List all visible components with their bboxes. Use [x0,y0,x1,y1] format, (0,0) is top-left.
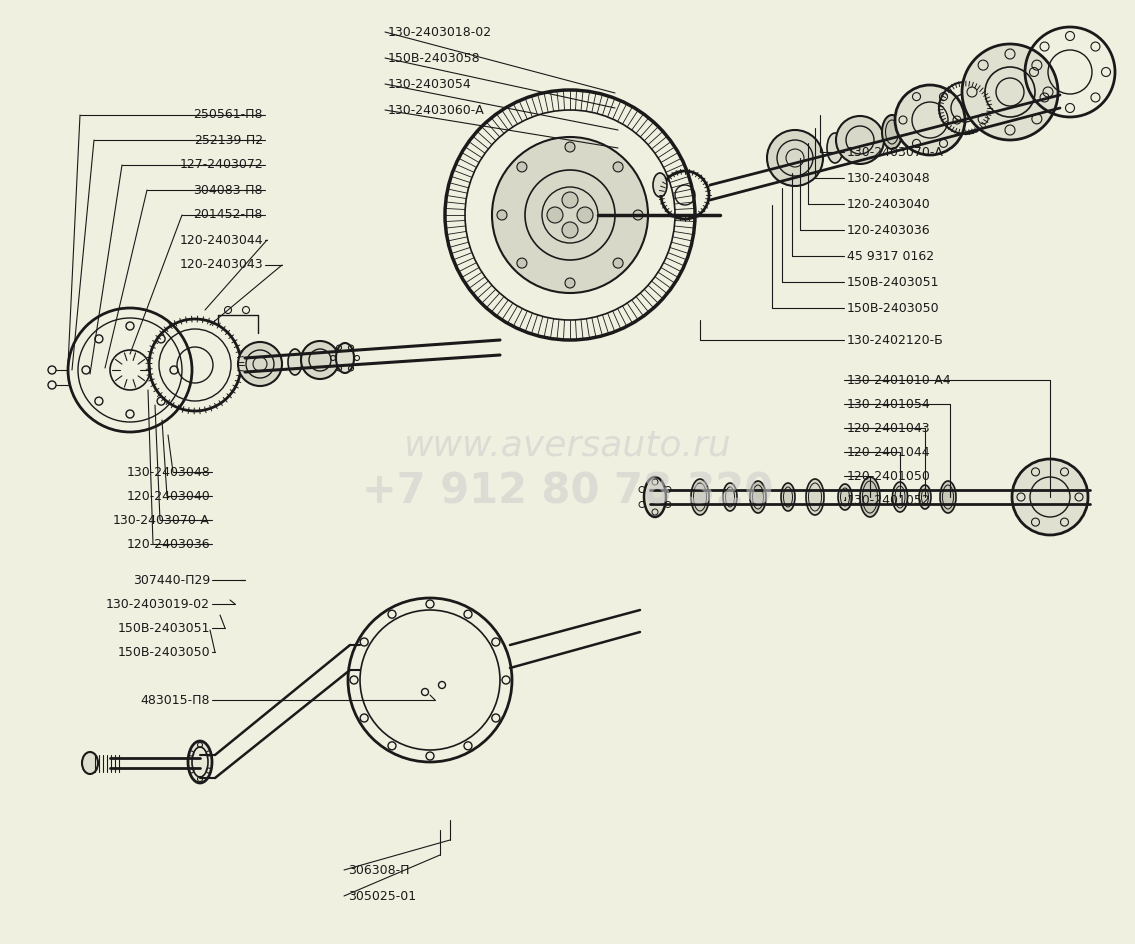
Circle shape [516,258,527,268]
Ellipse shape [919,485,931,509]
Circle shape [565,278,575,288]
Ellipse shape [750,481,766,513]
Ellipse shape [691,479,709,515]
Text: 130-2403018-02: 130-2403018-02 [388,25,493,39]
Circle shape [613,258,623,268]
Ellipse shape [188,741,212,783]
Ellipse shape [781,483,794,511]
Ellipse shape [806,479,824,515]
Text: 120-2403040: 120-2403040 [847,197,931,211]
Circle shape [836,116,884,164]
Text: 45 9317 0162: 45 9317 0162 [847,249,934,262]
Text: 150В-2403058: 150В-2403058 [388,52,480,64]
Text: 120-2401044: 120-2401044 [847,446,931,459]
Circle shape [767,130,823,186]
Ellipse shape [892,482,908,512]
Circle shape [613,162,623,172]
Text: 127-2403072: 127-2403072 [179,159,263,172]
Ellipse shape [288,349,302,375]
Text: 130-2403048: 130-2403048 [126,465,210,479]
Text: 130-2403048: 130-2403048 [847,172,931,184]
Circle shape [1012,459,1088,535]
Circle shape [238,342,281,386]
Text: 307440-П29: 307440-П29 [133,574,210,586]
Text: 120-2403040: 120-2403040 [126,490,210,502]
Text: 252139-П2: 252139-П2 [194,133,263,146]
Text: 150В-2403050: 150В-2403050 [117,646,210,659]
Circle shape [547,207,563,223]
Text: 130-2403060-А: 130-2403060-А [388,104,485,116]
Text: 130-2403054: 130-2403054 [388,77,472,91]
Text: 120-2403043: 120-2403043 [179,259,263,272]
Text: 130-2403019-02: 130-2403019-02 [106,598,210,611]
Text: +7 912 80 78 320: +7 912 80 78 320 [362,471,774,513]
Text: 120-2403036: 120-2403036 [126,537,210,550]
Circle shape [301,341,339,379]
Text: 120-2403044: 120-2403044 [179,233,263,246]
Ellipse shape [653,173,667,197]
Circle shape [896,85,965,155]
Text: 305025-01: 305025-01 [348,889,417,902]
Ellipse shape [940,481,956,513]
Text: 120-2403036: 120-2403036 [847,224,931,237]
Ellipse shape [336,343,354,373]
Text: 250561-П8: 250561-П8 [193,109,263,122]
Ellipse shape [860,477,880,517]
Ellipse shape [82,752,98,774]
Circle shape [562,192,578,208]
Circle shape [491,137,648,293]
Circle shape [577,207,592,223]
Text: 130-2403070-А: 130-2403070-А [114,514,210,527]
Ellipse shape [882,115,902,149]
Text: 150В-2403051: 150В-2403051 [847,276,940,289]
Text: 304083-П8: 304083-П8 [193,183,263,196]
Text: 120-2401050: 120-2401050 [847,469,931,482]
Circle shape [497,210,507,220]
Circle shape [565,142,575,152]
Text: 483015-П8: 483015-П8 [141,694,210,706]
Text: www.aversauto.ru: www.aversauto.ru [404,428,732,462]
Circle shape [633,210,644,220]
Text: 201452-П8: 201452-П8 [194,209,263,222]
Circle shape [516,162,527,172]
Text: 130-2401054: 130-2401054 [847,397,931,411]
Ellipse shape [644,477,666,517]
Circle shape [962,44,1058,140]
Text: 150В-2403051: 150В-2403051 [118,621,210,634]
Ellipse shape [838,484,852,510]
Ellipse shape [723,483,737,511]
Ellipse shape [827,133,843,163]
Text: 130-2402120-Б: 130-2402120-Б [847,333,943,346]
Text: 130-2403070-А: 130-2403070-А [847,145,944,159]
Text: 120-2401043: 120-2401043 [847,422,931,434]
Text: 130-2401052: 130-2401052 [847,494,931,507]
Text: 306308-П: 306308-П [348,864,410,876]
Circle shape [562,222,578,238]
Text: 150В-2403050: 150В-2403050 [847,301,940,314]
Text: 130-2401010-А4: 130-2401010-А4 [847,374,951,386]
